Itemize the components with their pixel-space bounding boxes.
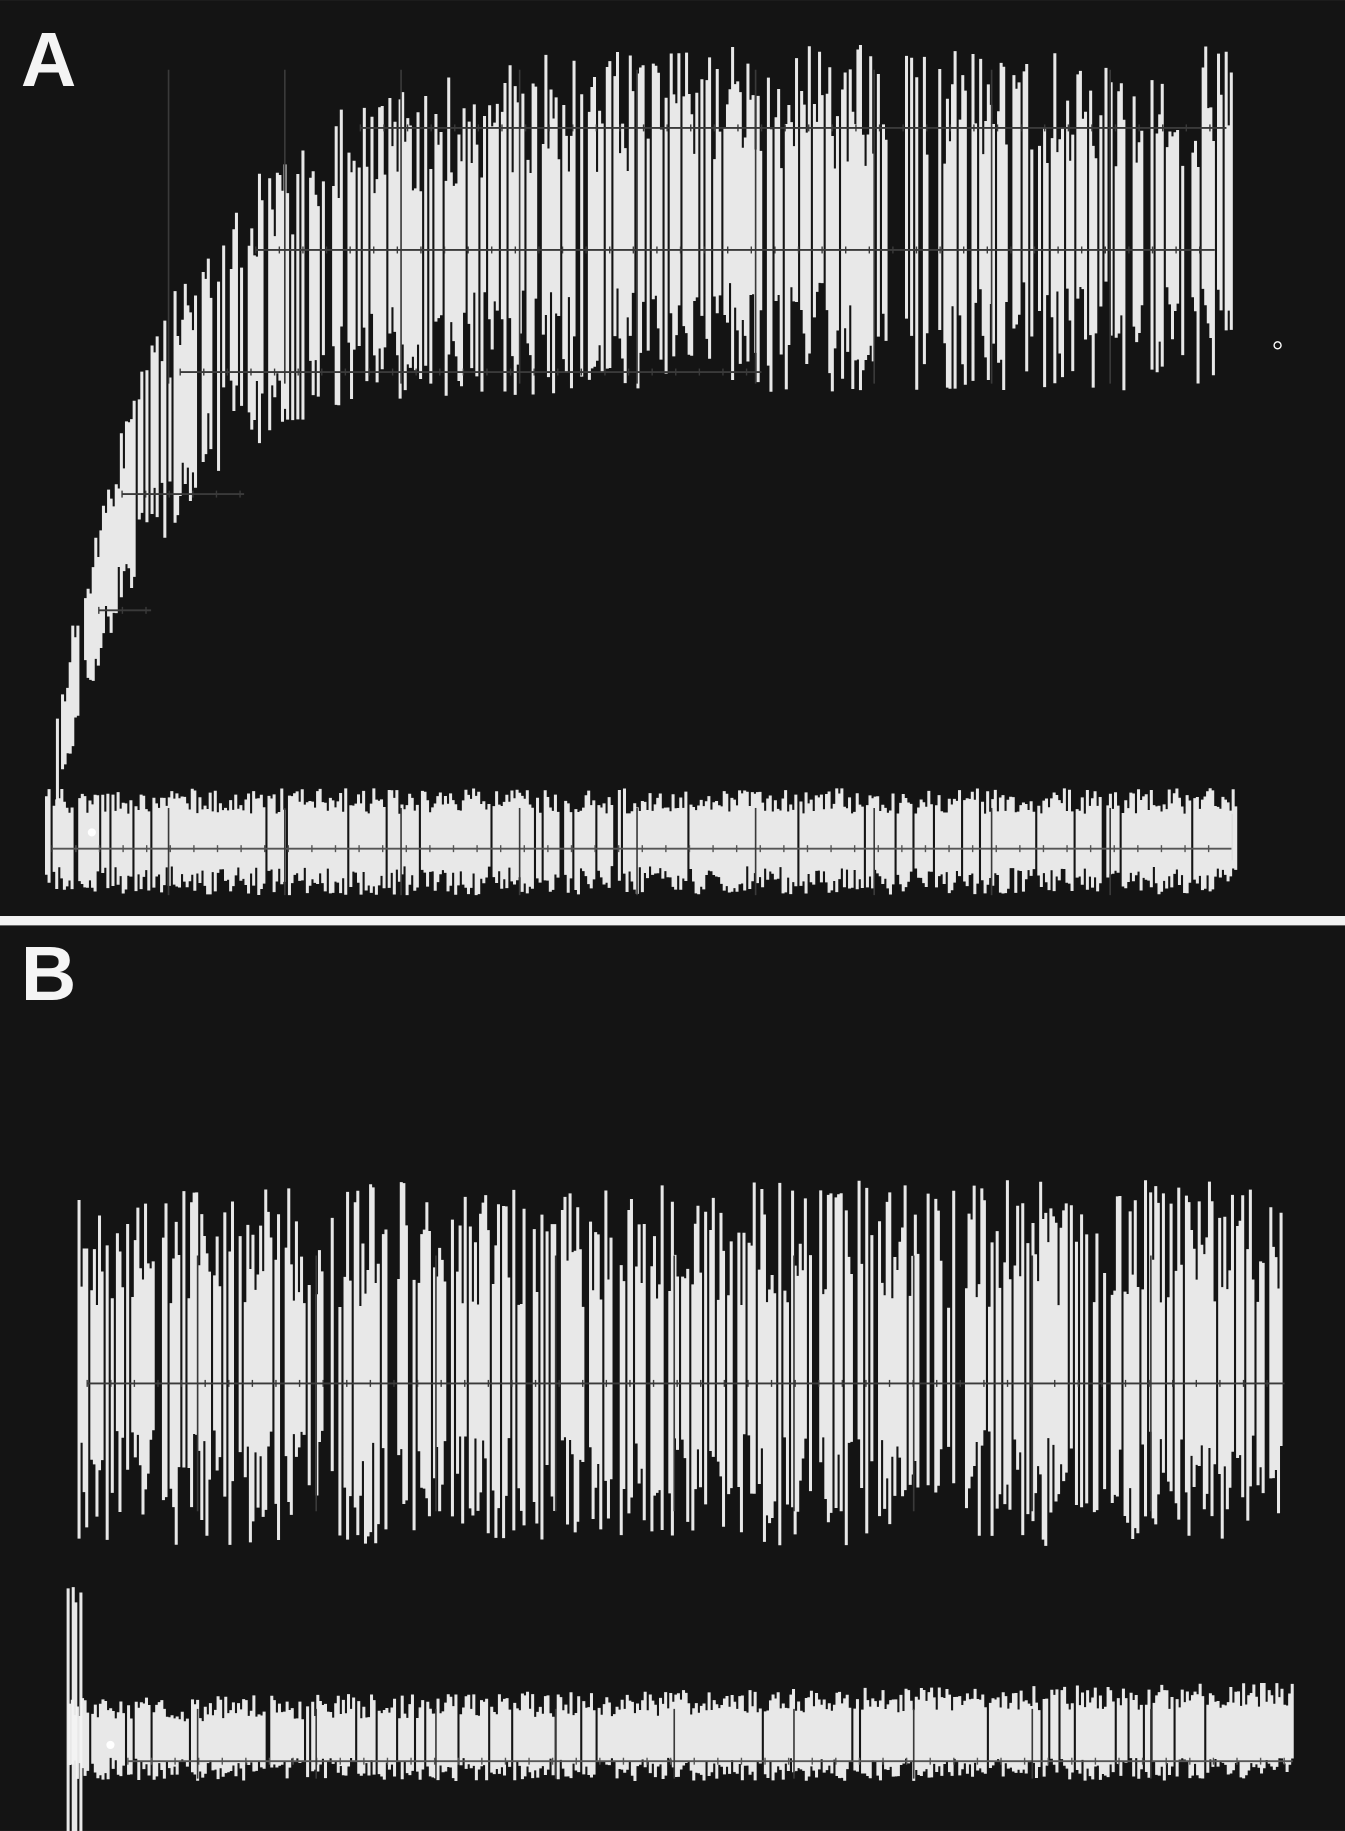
trace-b-start bbox=[66, 1587, 83, 1831]
panel-label: B bbox=[21, 932, 76, 1017]
panel-label: A bbox=[21, 18, 76, 103]
graticule bbox=[51, 69, 1293, 1779]
trace-a-upper bbox=[55, 45, 1233, 800]
trace-dot bbox=[87, 828, 96, 837]
traces bbox=[44, 45, 1294, 1831]
panel-divider bbox=[0, 916, 1345, 926]
trace-b-lower bbox=[68, 1682, 1294, 1781]
trace-dot bbox=[106, 1740, 115, 1750]
trace-dot bbox=[1273, 341, 1282, 350]
trace-b-upper bbox=[77, 1180, 1283, 1546]
